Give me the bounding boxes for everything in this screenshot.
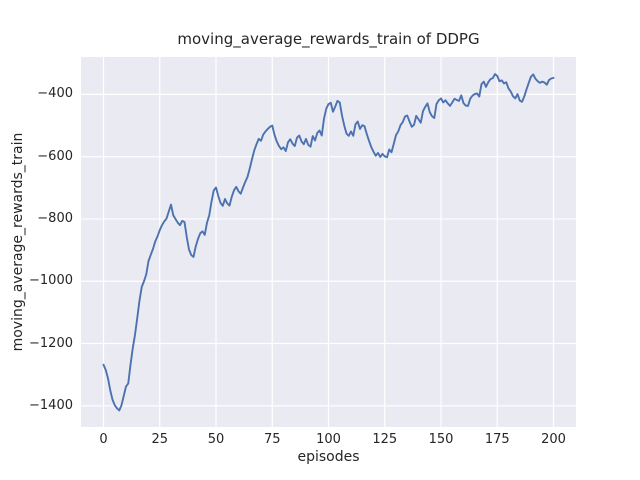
y-tick-label: −1400 <box>29 397 73 413</box>
y-tick-label: −1000 <box>29 273 73 289</box>
x-tick-label: 175 <box>484 432 510 447</box>
y-tick-label: −600 <box>37 148 73 164</box>
y-tick-label: −400 <box>37 86 73 102</box>
x-tick-label: 50 <box>207 432 225 447</box>
x-axis-label: episodes <box>297 449 360 465</box>
x-tick-label: 200 <box>541 432 566 447</box>
x-tick-label: 0 <box>99 432 108 447</box>
x-tick-label: 25 <box>151 432 169 447</box>
x-tick-label: 100 <box>316 432 341 447</box>
y-tick-label: −1200 <box>29 335 73 351</box>
x-tick-label: 150 <box>428 432 454 447</box>
chart-title: moving_average_rewards_train of DDPG <box>177 30 480 48</box>
series-line <box>102 73 555 412</box>
x-tick-label: 125 <box>372 432 398 447</box>
x-tick-label: 75 <box>263 432 281 447</box>
y-tick-label: −800 <box>37 210 73 226</box>
y-axis-label: moving_average_rewards_train <box>10 132 26 352</box>
